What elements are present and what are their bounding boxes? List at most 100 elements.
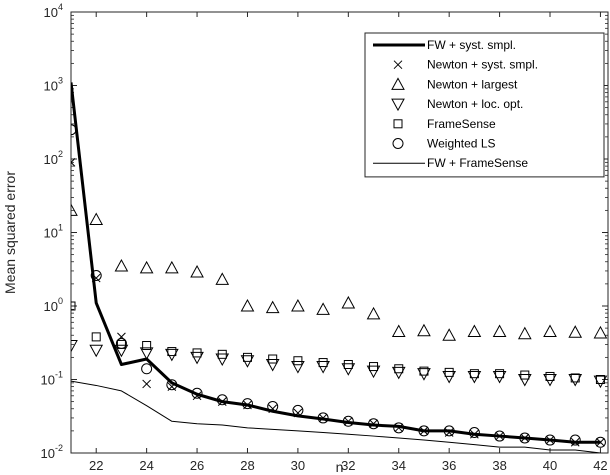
x-tick-label: 22 [89,458,103,473]
point-square [595,375,605,384]
point-x-marker [545,435,555,445]
point-x-marker [142,379,151,389]
point-circle [166,379,178,391]
legend-entry: Weighted LS [427,137,496,151]
point-x-marker [570,437,580,447]
legend-entry: Newton + syst. smpl. [427,58,538,72]
point-triangle-up [89,212,104,226]
point-triangle-up [341,295,356,309]
x-tick-label: 24 [139,458,153,473]
point-triangle-down [492,370,507,384]
point-circle [241,398,253,410]
point-triangle-down [190,351,204,365]
x-tick-label: 28 [240,458,254,473]
legend-marker [393,60,403,70]
x-axis-ticks: 22 24 26 28 30 32 34 36 38 40 42 [89,12,608,473]
y-tick-label: 104 [44,2,63,20]
point-square [318,358,328,368]
point-triangle-up [240,298,255,312]
point-triangle-down [89,344,104,358]
point-triangle-down [215,353,230,367]
point-circle [141,363,153,375]
point-square [495,369,505,379]
point-square [520,370,530,380]
x-tick-label: 32 [341,458,355,473]
point-triangle-up [593,325,608,339]
point-x-marker [394,423,404,433]
point-circle [342,415,354,427]
legend-entry: Newton + largest [427,77,518,91]
point-circle [468,427,480,439]
point-triangle-up [517,326,532,340]
point-triangle-down [165,348,179,362]
point-square [570,373,580,383]
point-x-marker [520,433,530,443]
point-square [242,352,252,362]
point-triangle-down [568,374,583,387]
point-x-marker [596,437,605,447]
point-x-marker [495,431,504,441]
point-circle [494,430,506,442]
point-x-marker [268,404,278,414]
point-triangle-up [543,324,557,337]
point-triangle-up [391,324,406,337]
point-square [545,371,555,381]
legend-entry: Newton + loc. opt. [427,97,523,111]
point-x-marker [71,158,76,167]
legend-marker [392,138,404,149]
point-x-marker [369,419,378,429]
point-circle [267,400,279,412]
point-square [167,347,177,357]
point-circle [519,432,531,444]
point-triangle-down [114,344,129,358]
point-circle [393,422,405,434]
point-triangle-up [467,324,482,337]
point-square [419,366,429,376]
point-circle [594,436,606,448]
y-tick-label: 10-1 [41,370,63,388]
x-tick-label: 42 [593,458,607,473]
point-circle [368,418,380,430]
point-triangle-down [139,347,154,360]
y-tick-label: 100 [44,296,63,314]
point-square [444,367,454,377]
legend-box [364,32,605,178]
legend-marker [391,77,405,90]
legend-marker [393,119,403,129]
x-tick-label: 38 [492,458,506,473]
point-circle [216,394,228,406]
point-triangle-up [139,260,154,274]
point-triangle-up [215,272,230,285]
point-triangle-down [517,374,532,387]
series-line-fw-syst-smpl- [71,82,601,444]
series-layer [71,82,608,453]
legend-entry: FW + syst. smpl. [427,38,516,52]
y-tick-label: 102 [44,149,63,167]
point-triangle-down [442,370,457,384]
x-tick-label: 34 [392,458,406,473]
point-triangle-down [341,363,356,376]
point-square [293,356,303,366]
point-square [369,362,379,372]
point-triangle-up [265,300,280,314]
point-triangle-down [467,370,482,384]
point-square [71,301,76,311]
point-triangle-down [291,361,305,374]
point-circle [71,124,77,136]
point-x-marker [293,408,303,418]
point-triangle-down [265,358,280,372]
point-triangle-down [366,365,381,379]
y-tick-label: 103 [44,76,63,94]
point-circle [418,425,430,437]
x-tick-label: 40 [543,458,557,473]
point-x-marker [318,413,328,423]
point-square [91,332,101,342]
point-square [142,341,152,351]
point-triangle-up [442,328,457,341]
x-tick-label: 36 [442,458,456,473]
point-circle [317,412,329,424]
point-x-marker [419,426,429,436]
point-triangle-up [568,325,583,338]
point-x-marker [192,391,202,401]
